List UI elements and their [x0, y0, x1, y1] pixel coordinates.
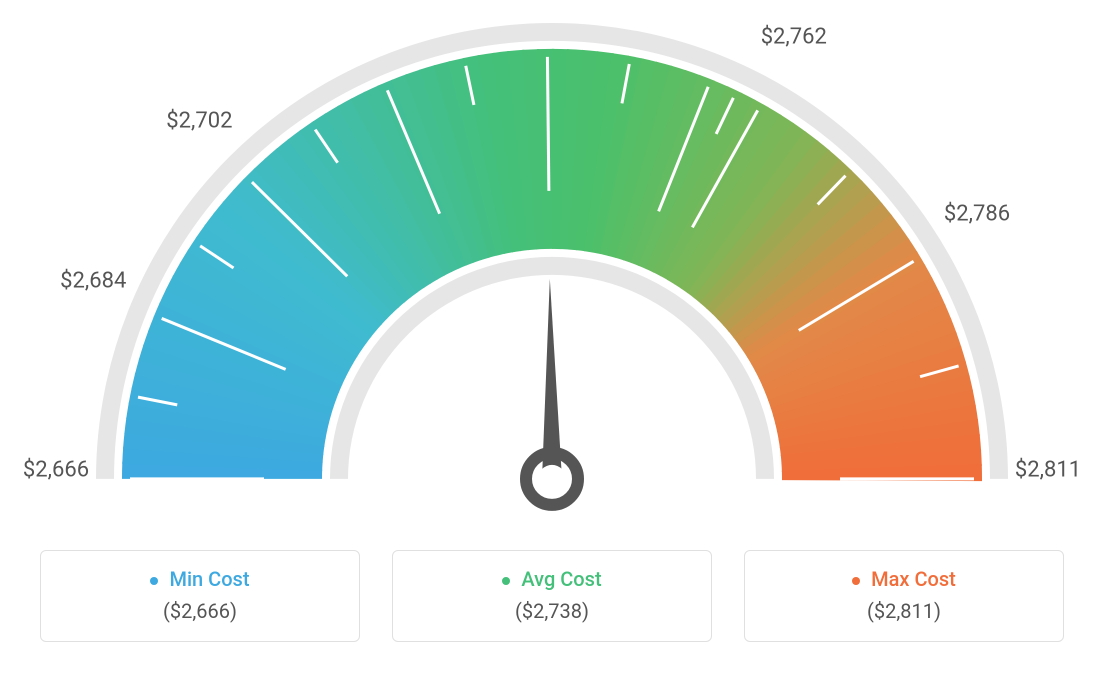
- max-cost-title: Max Cost: [745, 567, 1063, 591]
- gauge-tick-label: $2,762: [761, 24, 827, 49]
- max-dot-icon: [852, 577, 860, 585]
- gauge-tick-label: $2,811: [1015, 458, 1081, 483]
- min-cost-value: ($2,666): [41, 599, 359, 623]
- max-cost-card: Max Cost ($2,811): [744, 550, 1064, 642]
- max-cost-value: ($2,811): [745, 599, 1063, 623]
- gauge-svg-wrapper: [0, 9, 1104, 553]
- gauge-tick-label: $2,786: [944, 202, 1010, 227]
- avg-cost-card: Avg Cost ($2,738): [392, 550, 712, 642]
- min-cost-label: Min Cost: [169, 567, 249, 591]
- avg-cost-label: Avg Cost: [521, 567, 601, 591]
- gauge-tick-label: $2,666: [23, 458, 89, 483]
- avg-dot-icon: [502, 577, 510, 585]
- gauge-tick-label: $2,702: [166, 109, 232, 134]
- max-cost-label: Max Cost: [871, 567, 956, 591]
- min-cost-card: Min Cost ($2,666): [40, 550, 360, 642]
- avg-cost-value: ($2,738): [393, 599, 711, 623]
- min-cost-title: Min Cost: [41, 567, 359, 591]
- min-dot-icon: [150, 577, 158, 585]
- gauge-svg: [0, 9, 1104, 549]
- gauge-tick-label: $2,684: [60, 269, 126, 294]
- summary-row: Min Cost ($2,666) Avg Cost ($2,738) Max …: [0, 550, 1104, 642]
- gauge-chart: $2,666$2,684$2,702$2,738$2,762$2,786$2,8…: [0, 0, 1104, 540]
- avg-cost-title: Avg Cost: [393, 567, 711, 591]
